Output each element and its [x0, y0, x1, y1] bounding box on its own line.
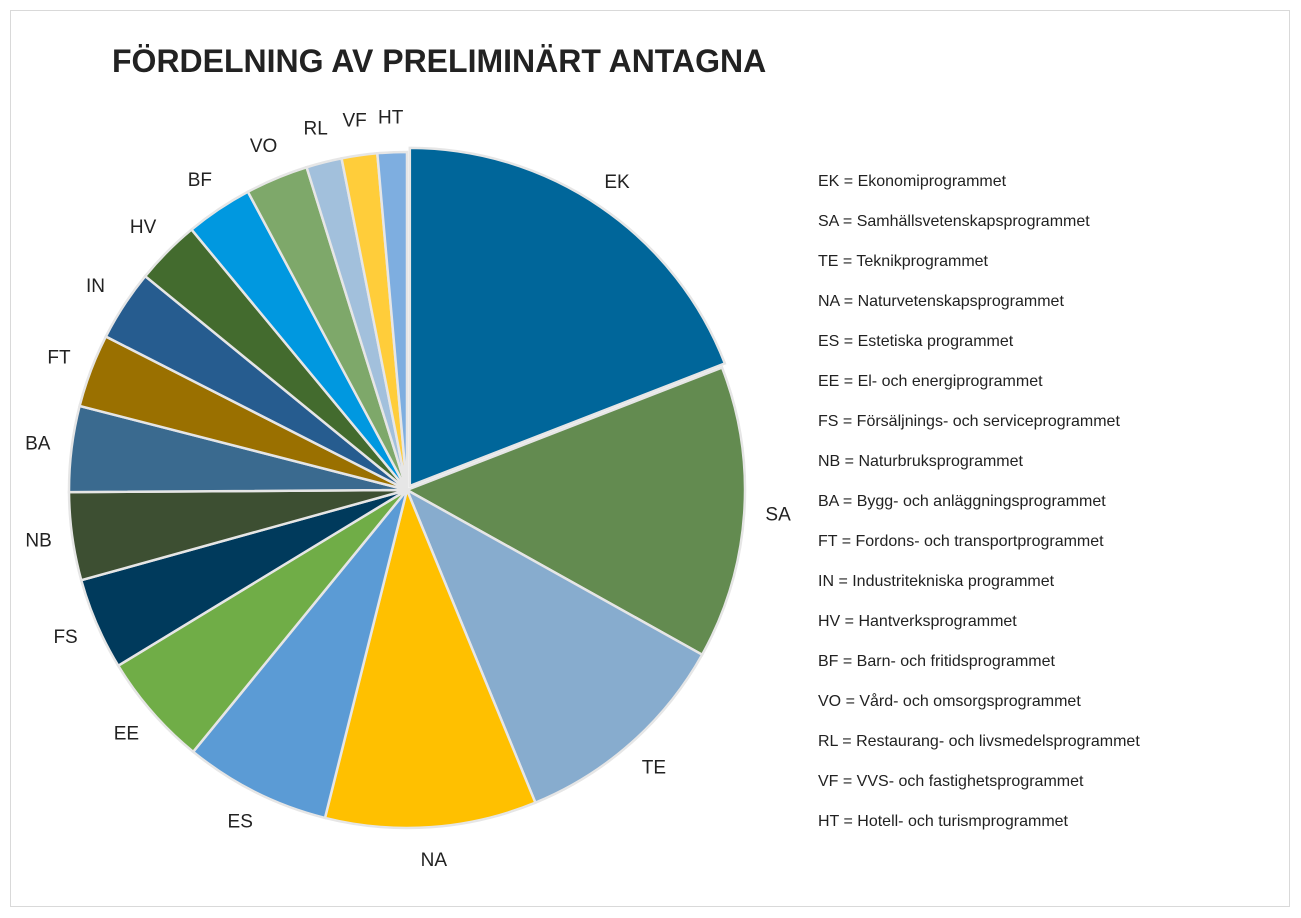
slice-label: RL: [303, 118, 327, 139]
legend-entry: VO = Vård- och omsorgsprogrammet: [818, 692, 1081, 710]
legend-entry: VF = VVS- och fastighetsprogrammet: [818, 773, 1084, 790]
legend-entry: NA = Naturvetenskapsprogrammet: [818, 293, 1064, 310]
legend-entry: FS = Försäljnings- och serviceprogrammet: [818, 413, 1120, 430]
slice-label: EE: [114, 723, 139, 744]
slice-label: NB: [25, 530, 51, 551]
legend-entry: RL = Restaurang- och livsmedelsprogramme…: [818, 733, 1140, 750]
legend-entry: EK = Ekonomiprogrammet: [818, 173, 1007, 190]
slice-label: BA: [25, 434, 51, 455]
slice-label: HV: [130, 217, 157, 238]
legend-entry: SA = Samhällsvetenskapsprogrammet: [818, 213, 1090, 230]
legend-entry: EE = El- och energiprogrammet: [818, 373, 1043, 390]
chart-title: FÖRDELNING AV PRELIMINÄRT ANTAGNA: [112, 43, 766, 79]
pie-slice: [323, 486, 537, 830]
legend-entry: HT = Hotell- och turismprogrammet: [818, 813, 1069, 830]
pie-slice: [375, 150, 409, 491]
slice-label: VF: [342, 111, 366, 132]
slice-label: BF: [188, 170, 212, 191]
slice-label: EK: [604, 172, 630, 193]
slice-label: NA: [421, 850, 448, 871]
legend-entry: NB = Naturbruksprogrammet: [818, 453, 1024, 470]
pie-slice: [404, 487, 704, 805]
pie-slice: [408, 146, 727, 488]
pie-slice: [404, 365, 747, 657]
slice-label: IN: [86, 276, 105, 297]
legend-entry: FT = Fordons- och transportprogrammet: [818, 533, 1104, 550]
pie-slice: [191, 489, 409, 820]
legend-entry: TE = Teknikprogrammet: [818, 253, 989, 270]
slice-label: FT: [47, 348, 71, 369]
legend-entry: IN = Industritekniska programmet: [818, 573, 1055, 590]
slice-label: ES: [228, 812, 253, 833]
legend-entry: HV = Hantverksprogrammet: [818, 613, 1017, 630]
slice-label: HT: [378, 107, 404, 128]
slice-label: FS: [53, 627, 77, 648]
legend-entry: BF = Barn- och fritidsprogrammet: [818, 653, 1056, 670]
slice-label: VO: [250, 136, 277, 157]
slice-label: SA: [765, 505, 791, 526]
legend-entry: BA = Bygg- och anläggningsprogrammet: [818, 493, 1106, 510]
legend-entry: ES = Estetiska programmet: [818, 333, 1014, 350]
slice-label: TE: [642, 757, 666, 778]
